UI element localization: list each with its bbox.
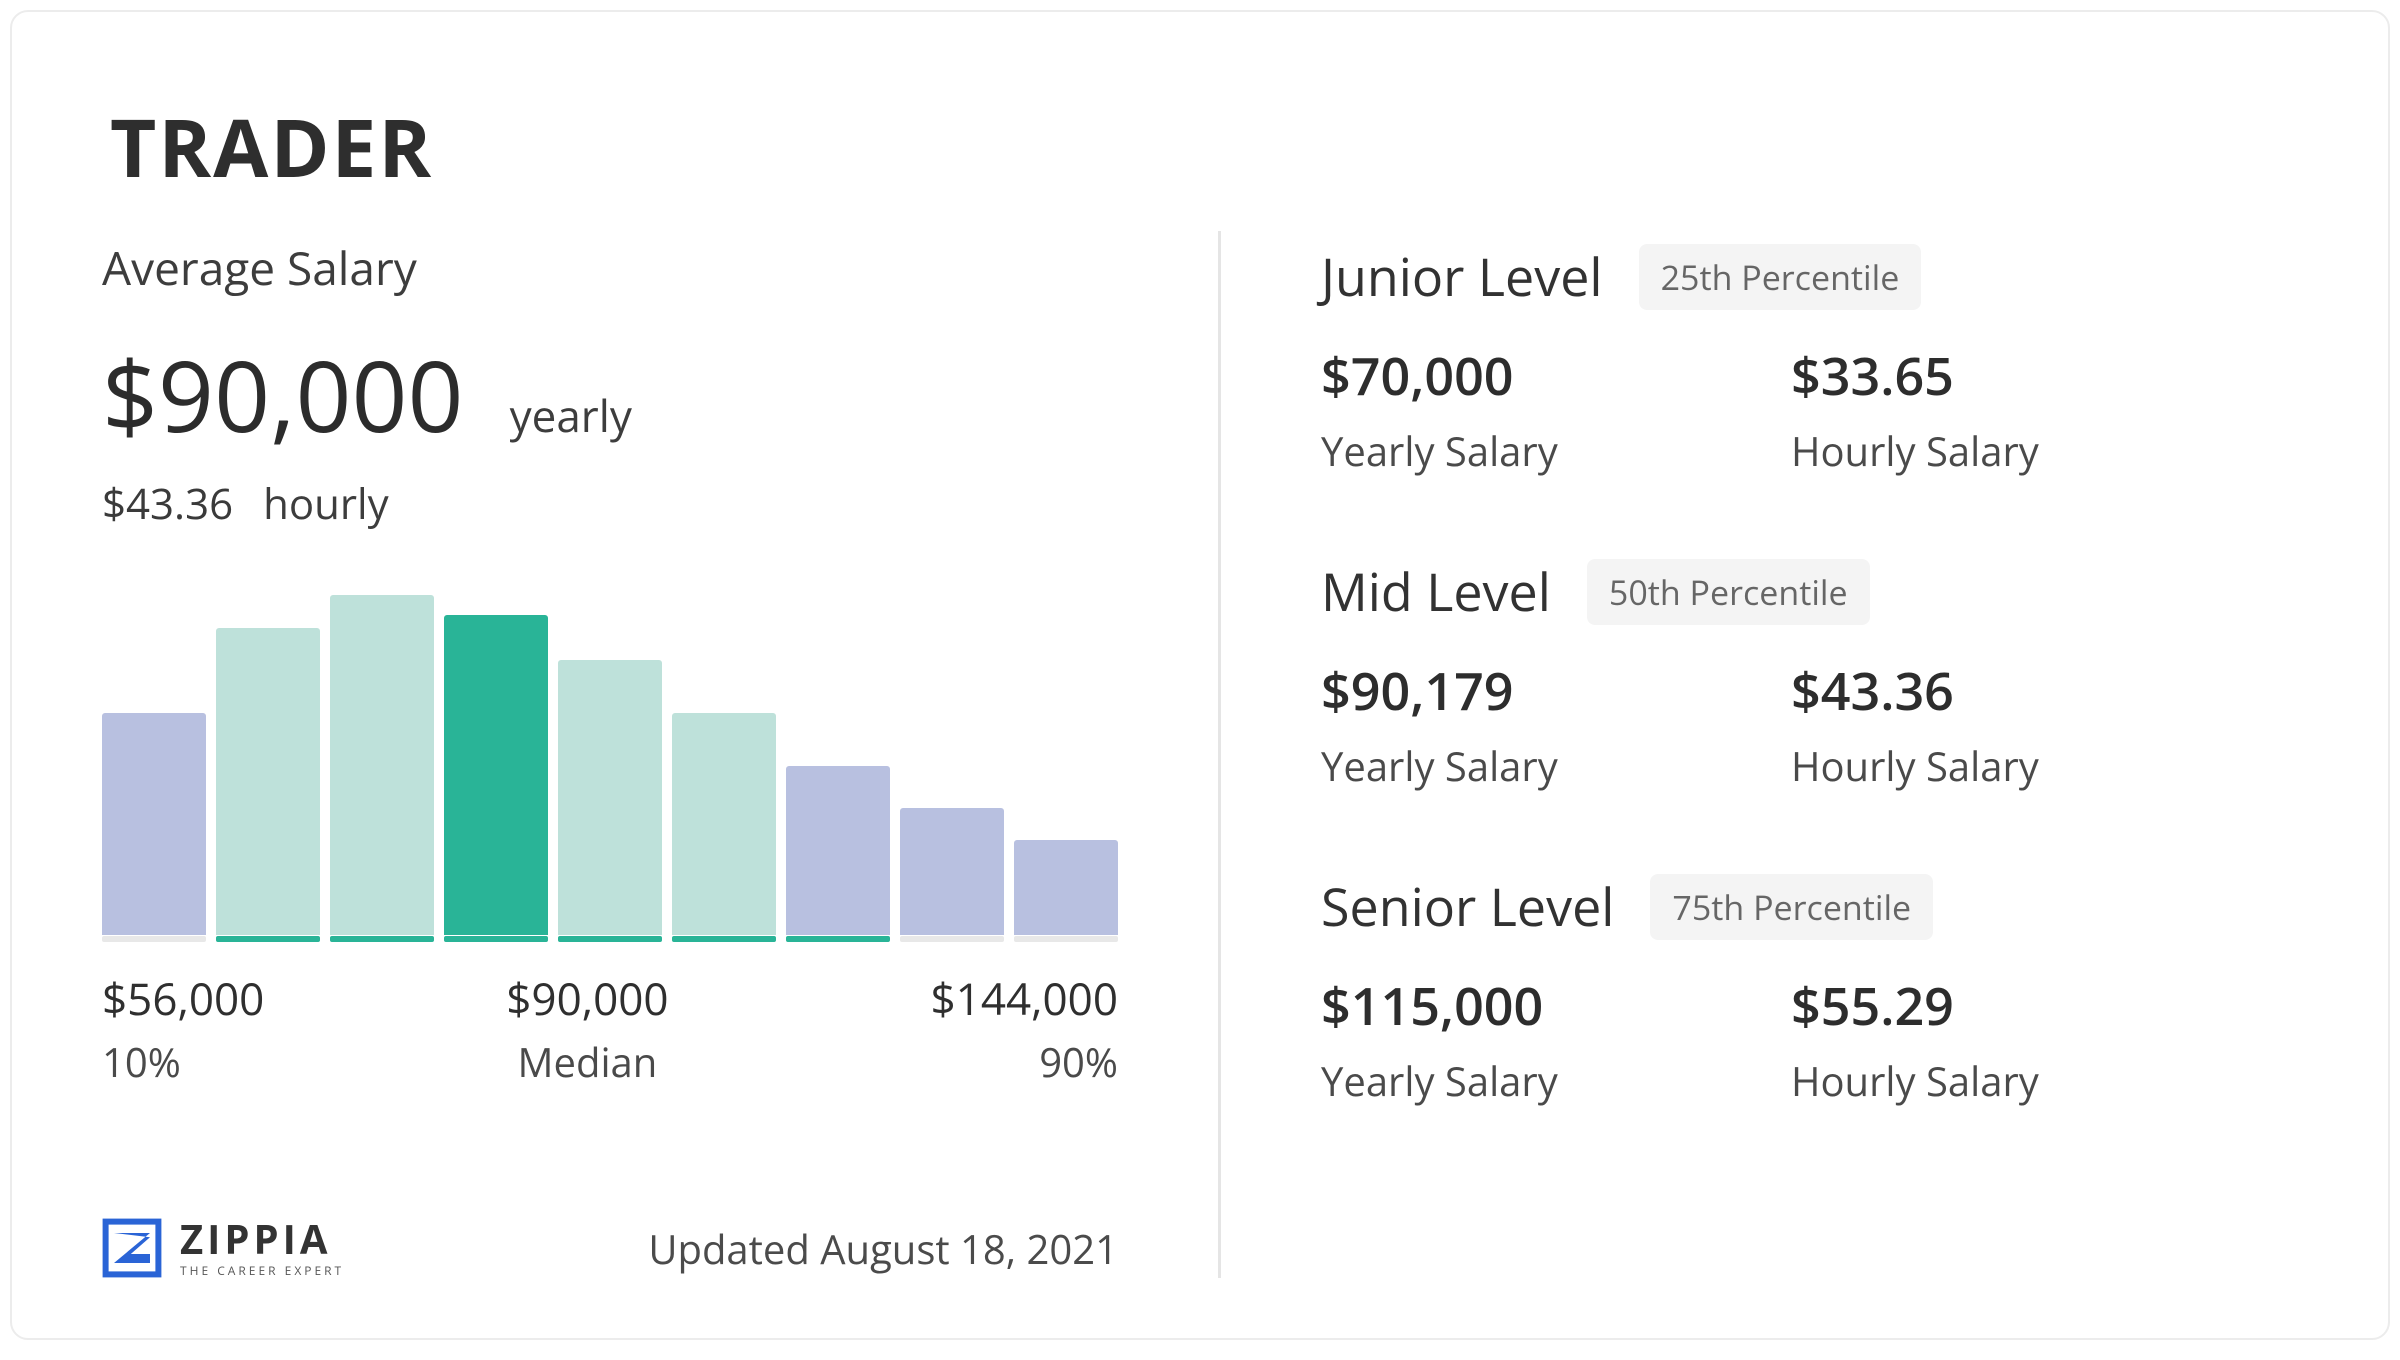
chart-bar	[900, 808, 1004, 942]
chart-xaxis: $56,000 10% $90,000 Median $144,000 90%	[102, 968, 1118, 1089]
salary-card: TRADER Average Salary $90,000 yearly $43…	[10, 10, 2390, 1340]
chart-bar-underline	[444, 936, 548, 942]
level-yearly-label: Yearly Salary	[1321, 1053, 1691, 1108]
level-salary-row: $90,179 Yearly Salary $43.36 Hourly Salary	[1321, 655, 2298, 793]
level-salary-row: $115,000 Yearly Salary $55.29 Hourly Salary	[1321, 970, 2298, 1108]
chart-bar	[786, 766, 890, 942]
level-block: Senior Level 75th Percentile $115,000 Yearl…	[1321, 871, 2298, 1108]
level-name: Junior Level	[1321, 241, 1603, 312]
chart-bar-fill	[1014, 840, 1118, 935]
left-footer: ZIPPIA THE CAREER EXPERT Updated August …	[102, 1168, 1118, 1278]
level-hourly-label: Hourly Salary	[1791, 423, 2039, 478]
chart-bar-underline	[216, 936, 320, 942]
xaxis-right-label: 90%	[1039, 1034, 1118, 1089]
hourly-col: $55.29 Hourly Salary	[1791, 970, 2039, 1108]
content-split: Average Salary $90,000 yearly $43.36 hou…	[102, 231, 2298, 1278]
yearly-row: $90,000 yearly	[102, 327, 1118, 461]
level-hourly-label: Hourly Salary	[1791, 1053, 2039, 1108]
yearly-unit-label: yearly	[510, 385, 632, 445]
chart-bar-underline	[672, 936, 776, 942]
xaxis-right: $144,000 90%	[931, 968, 1119, 1089]
level-yearly-value: $90,179	[1321, 655, 1691, 726]
level-yearly-value: $70,000	[1321, 340, 1691, 411]
chart-bar	[102, 713, 206, 942]
chart-bar-underline	[330, 936, 434, 942]
level-name: Senior Level	[1321, 871, 1614, 942]
chart-bar	[216, 628, 320, 942]
level-hourly-value: $33.65	[1791, 340, 2039, 411]
chart-bar-fill	[102, 713, 206, 935]
level-hourly-value: $43.36	[1791, 655, 2039, 726]
yearly-col: $90,179 Yearly Salary	[1321, 655, 1691, 793]
level-yearly-value: $115,000	[1321, 970, 1691, 1041]
zippia-logo: ZIPPIA THE CAREER EXPERT	[102, 1218, 344, 1278]
hourly-col: $33.65 Hourly Salary	[1791, 340, 2039, 478]
average-salary-label: Average Salary	[102, 237, 1118, 299]
hourly-row: $43.36 hourly	[102, 475, 1118, 532]
yearly-col: $115,000 Yearly Salary	[1321, 970, 1691, 1108]
chart-bar-underline	[900, 936, 1004, 942]
average-yearly-value: $90,000	[102, 327, 464, 461]
level-salary-row: $70,000 Yearly Salary $33.65 Hourly Salary	[1321, 340, 2298, 478]
chart-bar	[444, 615, 548, 942]
level-block: Mid Level 50th Percentile $90,179 Yearly Sa…	[1321, 556, 2298, 793]
chart-bar-fill	[444, 615, 548, 935]
xaxis-right-value: $144,000	[931, 968, 1119, 1028]
zippia-logo-text: ZIPPIA THE CAREER EXPERT	[180, 1219, 344, 1277]
level-header: Junior Level 25th Percentile	[1321, 241, 2298, 312]
level-name: Mid Level	[1321, 556, 1551, 627]
xaxis-center-label: Median	[518, 1034, 658, 1089]
chart-bar-underline	[786, 936, 890, 942]
level-hourly-label: Hourly Salary	[1791, 738, 2039, 793]
percentile-badge: 75th Percentile	[1650, 874, 1933, 940]
left-panel: Average Salary $90,000 yearly $43.36 hou…	[102, 231, 1221, 1278]
chart-bar-fill	[672, 713, 776, 935]
salary-distribution-chart: $56,000 10% $90,000 Median $144,000 90%	[102, 602, 1118, 1089]
chart-bar-underline	[1014, 936, 1118, 942]
chart-bar-underline	[558, 936, 662, 942]
chart-bar-underline	[102, 936, 206, 942]
hourly-unit-label: hourly	[263, 475, 389, 532]
average-hourly-value: $43.36	[102, 475, 233, 532]
chart-bar	[330, 595, 434, 942]
chart-bar-fill	[558, 660, 662, 935]
zippia-logo-icon	[102, 1218, 162, 1278]
yearly-col: $70,000 Yearly Salary	[1321, 340, 1691, 478]
chart-bar	[558, 660, 662, 942]
xaxis-left: $56,000 10%	[102, 968, 264, 1089]
level-header: Senior Level 75th Percentile	[1321, 871, 2298, 942]
hourly-col: $43.36 Hourly Salary	[1791, 655, 2039, 793]
xaxis-center: $90,000 Median	[506, 968, 668, 1089]
chart-bar-fill	[786, 766, 890, 935]
percentile-badge: 25th Percentile	[1639, 244, 1922, 310]
percentile-badge: 50th Percentile	[1587, 559, 1870, 625]
updated-date: Updated August 18, 2021	[648, 1221, 1118, 1276]
logo-name: ZIPPIA	[180, 1219, 344, 1259]
logo-tagline: THE CAREER EXPERT	[180, 1265, 344, 1277]
page-title: TRADER	[110, 92, 2298, 201]
level-header: Mid Level 50th Percentile	[1321, 556, 2298, 627]
xaxis-left-value: $56,000	[102, 968, 264, 1028]
xaxis-center-value: $90,000	[506, 968, 668, 1028]
level-block: Junior Level 25th Percentile $70,000 Yearly…	[1321, 241, 2298, 478]
level-hourly-value: $55.29	[1791, 970, 2039, 1041]
levels-panel: Junior Level 25th Percentile $70,000 Yearly…	[1221, 231, 2298, 1278]
level-yearly-label: Yearly Salary	[1321, 423, 1691, 478]
level-yearly-label: Yearly Salary	[1321, 738, 1691, 793]
chart-bars	[102, 602, 1118, 942]
chart-bar-fill	[216, 628, 320, 935]
chart-bar-fill	[900, 808, 1004, 935]
xaxis-left-label: 10%	[102, 1034, 264, 1089]
chart-bar	[1014, 840, 1118, 942]
chart-bar-fill	[330, 595, 434, 935]
chart-bar	[672, 713, 776, 942]
